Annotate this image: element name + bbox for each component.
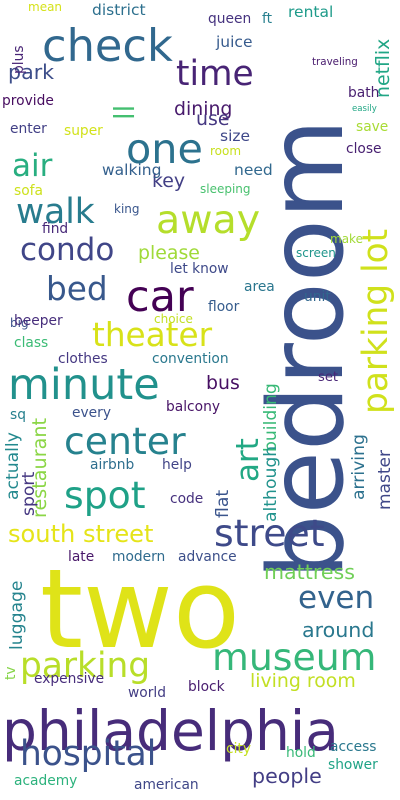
word-dining: dining — [174, 97, 233, 120]
word-mattress: mattress — [264, 559, 355, 584]
word-two: two — [40, 545, 241, 674]
word-around: around — [302, 617, 375, 642]
word-although: although — [261, 445, 282, 522]
word-screen: screen — [296, 245, 336, 260]
word-convention: convention — [152, 351, 229, 368]
word-provide: provide — [2, 93, 54, 110]
word-hold: hold — [286, 745, 316, 762]
word-theater: theater — [92, 315, 213, 354]
word-please: please — [138, 241, 200, 264]
word-check: check — [42, 19, 173, 72]
word-parking: parking — [20, 645, 151, 686]
word-super: super — [64, 123, 103, 140]
word-condo: condo — [20, 231, 115, 268]
word-use: use — [196, 107, 230, 130]
word-away: away — [156, 197, 261, 244]
word-advance: advance — [178, 549, 237, 566]
word-spot: spot — [64, 473, 146, 518]
word-beeper: beeper — [14, 313, 63, 330]
word-room: room — [210, 143, 242, 158]
word-museum: museum — [212, 635, 377, 680]
word-expensive: expensive — [34, 671, 105, 688]
word-time: time — [176, 53, 254, 94]
word-floor: floor — [208, 299, 240, 316]
word-american: american — [134, 777, 199, 794]
word-block: block — [188, 679, 225, 696]
word-street: street — [214, 511, 325, 556]
word-class: class — [14, 335, 49, 352]
word-access: access — [330, 739, 377, 756]
word-sq: sq — [10, 407, 26, 424]
word-district: district — [92, 1, 146, 20]
word-arriving: arriving — [349, 434, 370, 500]
word-clothes: clothes — [58, 351, 108, 368]
word-building: building — [261, 383, 282, 452]
word-set: set — [318, 370, 339, 386]
word-sofa: sofa — [14, 183, 43, 200]
word-bus: bus — [206, 371, 240, 394]
word-find: find — [42, 221, 69, 238]
word-flat: flat — [213, 489, 234, 518]
word-park: park — [8, 59, 55, 84]
word-world: world — [128, 685, 166, 702]
word-key: key — [152, 169, 186, 192]
word-rental: rental — [288, 3, 334, 22]
word-south-street: south street — [8, 519, 154, 548]
word-city: city — [226, 741, 251, 758]
word-luggage: luggage — [7, 580, 28, 650]
word-save: save — [356, 119, 389, 136]
word-bath: bath — [348, 85, 380, 102]
word-art: art — [229, 438, 266, 482]
word-academy: academy — [14, 773, 78, 790]
word-choice: choice — [154, 311, 193, 326]
word-tv: tv — [3, 666, 20, 680]
word-ll: ll — [109, 104, 142, 120]
word-help: help — [162, 457, 192, 474]
word-one: one — [126, 125, 203, 174]
word-let-know: let know — [170, 261, 229, 278]
word-big: big — [10, 315, 29, 330]
word-traveling: traveling — [312, 55, 358, 68]
word-queen: queen — [208, 11, 252, 28]
word-even: even — [298, 579, 375, 616]
word-need: need — [234, 161, 273, 180]
word-enter: enter — [10, 121, 47, 138]
word-air: air — [12, 147, 53, 184]
word-every: every — [72, 405, 111, 422]
word-center: center — [64, 419, 186, 464]
word-code: code — [170, 491, 204, 508]
word-sleeping: sleeping — [200, 181, 251, 196]
word-parking-lot: parking lot — [355, 228, 396, 414]
word-walk: walk — [16, 191, 95, 232]
word-make: make — [330, 231, 363, 246]
word-hospital: hospital — [20, 733, 157, 774]
word-ft: ft — [262, 11, 273, 28]
word-shower: shower — [328, 757, 378, 774]
word-unit: unit — [304, 289, 331, 306]
word-people: people — [252, 763, 322, 788]
word-walking: walking — [102, 161, 162, 180]
word-philadelphia: philadelphia — [2, 699, 339, 764]
word-juice: juice — [216, 33, 253, 52]
word-master: master — [375, 450, 396, 510]
word-easily: easily — [352, 103, 377, 114]
word-late: late — [68, 549, 95, 566]
word-car: car — [126, 271, 194, 322]
word-modern: modern — [112, 549, 166, 566]
word-close: close — [346, 141, 382, 158]
word-minute: minute — [8, 359, 160, 410]
word-balcony: balcony — [166, 399, 220, 416]
word-king: king — [114, 201, 140, 216]
word-mean: mean — [28, 0, 63, 14]
word-area: area — [244, 279, 275, 296]
word-size: size — [220, 127, 251, 146]
word-living-room: living room — [250, 669, 356, 692]
word-sport: sport — [19, 471, 40, 516]
word-airbnb: airbnb — [90, 457, 135, 474]
word-bed: bed — [46, 269, 108, 308]
word-plus: plus — [11, 45, 28, 74]
